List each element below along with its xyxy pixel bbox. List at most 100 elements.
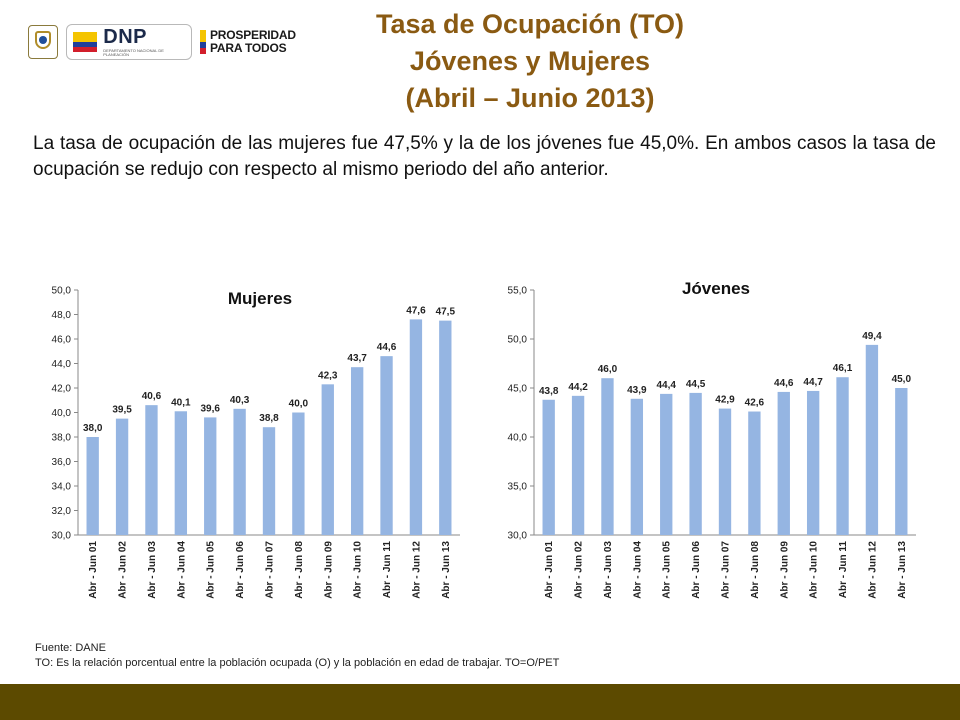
mujeres-data-label: 47,6 — [406, 305, 426, 316]
mujeres-y-tick-label: 40,0 — [52, 408, 72, 419]
prosperidad-logo-line-2: PARA TODOS — [210, 41, 287, 55]
jovenes-bar — [601, 378, 614, 535]
mujeres-data-label: 39,5 — [112, 405, 132, 416]
jovenes-y-tick-label: 40,0 — [508, 433, 528, 444]
jovenes-category-label: Abr - Jun 05 — [662, 541, 673, 599]
dnp-logo: DNP DEPARTAMENTO NACIONAL DE PLANEACIÓN — [66, 24, 192, 60]
jovenes-bar — [895, 388, 908, 535]
jovenes-bar — [748, 411, 761, 535]
jovenes-category-label: Abr - Jun 13 — [897, 541, 908, 599]
coat-of-arms-icon — [28, 25, 58, 59]
mujeres-category-label: Abr - Jun 08 — [294, 541, 305, 599]
mujeres-category-label: Abr - Jun 12 — [411, 541, 422, 599]
jovenes-data-label: 42,9 — [715, 395, 735, 406]
mujeres-bar — [145, 405, 158, 535]
mujeres-category-label: Abr - Jun 02 — [118, 541, 129, 599]
mujeres-y-tick-label: 34,0 — [52, 482, 72, 493]
mujeres-category-label: Abr - Jun 09 — [323, 541, 334, 599]
mujeres-bar — [233, 408, 246, 535]
jovenes-bar — [660, 393, 673, 535]
mujeres-bar — [115, 418, 129, 535]
mujeres-bar — [350, 367, 364, 535]
mujeres-data-label: 42,3 — [318, 370, 338, 381]
intro-paragraph: La tasa de ocupación de las mujeres fue … — [33, 133, 936, 180]
mujeres-bar — [174, 411, 188, 535]
mujeres-chart-title: Mujeres — [228, 289, 292, 308]
jovenes-category-label: Abr - Jun 12 — [867, 541, 878, 599]
mujeres-y-tick-label: 50,0 — [52, 286, 72, 297]
jovenes-category-label: Abr - Jun 01 — [544, 541, 555, 599]
jovenes-bar — [777, 391, 790, 535]
mujeres-data-label: 40,1 — [171, 397, 191, 408]
jovenes-data-label: 46,0 — [598, 364, 618, 375]
mujeres-data-label: 47,5 — [436, 307, 456, 318]
jovenes-bar — [571, 395, 585, 535]
page-title-line-3: (Abril – Junio 2013) — [405, 83, 655, 113]
mujeres-category-label: Abr - Jun 11 — [382, 541, 393, 599]
page-title: Tasa de Ocupación (TO) Jóvenes y Mujeres… — [300, 6, 760, 117]
jovenes-data-label: 44,4 — [656, 380, 676, 391]
jovenes-data-label: 46,1 — [833, 363, 853, 374]
mujeres-data-label: 43,7 — [347, 353, 367, 364]
mujeres-y-tick-label: 30,0 — [52, 531, 72, 542]
jovenes-y-tick-label: 45,0 — [508, 384, 528, 395]
mujeres-data-label: 38,0 — [83, 423, 103, 434]
page-title-line-1: Tasa de Ocupación (TO) — [375, 9, 685, 39]
jovenes-data-label: 44,7 — [803, 377, 823, 388]
jovenes-y-tick-label: 55,0 — [508, 286, 528, 297]
jovenes-category-label: Abr - Jun 02 — [574, 541, 585, 599]
jovenes-bar — [718, 408, 732, 535]
jovenes-bar — [806, 390, 820, 535]
jovenes-category-label: Abr - Jun 07 — [721, 541, 732, 599]
jovenes-data-label: 42,6 — [745, 398, 765, 409]
mujeres-category-label: Abr - Jun 10 — [353, 541, 364, 599]
mujeres-y-tick-label: 38,0 — [52, 433, 72, 444]
jovenes-data-label: 43,8 — [539, 386, 559, 397]
jovenes-category-label: Abr - Jun 10 — [809, 541, 820, 599]
mujeres-data-label: 44,6 — [377, 342, 397, 353]
jovenes-category-label: Abr - Jun 08 — [750, 541, 761, 599]
jovenes-data-label: 44,2 — [568, 382, 588, 393]
bottom-band — [0, 684, 960, 720]
colombia-flag-icon — [73, 32, 98, 52]
jovenes-data-label: 49,4 — [862, 331, 882, 342]
jovenes-bar — [836, 377, 849, 535]
mujeres-y-tick-label: 44,0 — [52, 359, 72, 370]
jovenes-category-label: Abr - Jun 04 — [632, 541, 643, 599]
jovenes-chart-title: Jóvenes — [682, 279, 750, 298]
dnp-logo-subtext: DEPARTAMENTO NACIONAL DE PLANEACIÓN — [103, 48, 164, 57]
flag-stripe-icon — [200, 30, 206, 54]
jovenes-data-label: 44,6 — [774, 378, 794, 389]
mujeres-bar — [380, 356, 393, 535]
jovenes-data-label: 45,0 — [892, 374, 912, 385]
mujeres-category-label: Abr - Jun 03 — [147, 541, 158, 599]
mujeres-bar — [321, 384, 334, 535]
mujeres-bar — [204, 417, 217, 535]
jovenes-bar — [865, 344, 879, 535]
mujeres-category-label: Abr - Jun 07 — [265, 541, 276, 599]
mujeres-chart: Mujeres 30,0 32,0 34,0 36,0 38,0 40,0 42,0 44,0 4… — [52, 286, 460, 599]
mujeres-bar — [262, 427, 276, 535]
mujeres-data-label: 39,6 — [200, 403, 220, 414]
mujeres-bar — [439, 320, 452, 535]
definition-text: TO: Es la relación porcentual entre la p… — [35, 657, 560, 669]
mujeres-category-label: Abr - Jun 04 — [176, 541, 187, 599]
jovenes-chart: Jóvenes 30,0 35,0 40,0 45,0 50,0 55,0 43,8 Abr -… — [508, 279, 916, 599]
mujeres-category-label: Abr - Jun 06 — [235, 541, 246, 599]
footer-note: Fuente: DANE TO: Es la relación porcentu… — [35, 641, 559, 671]
jovenes-bar — [542, 399, 555, 535]
jovenes-category-label: Abr - Jun 06 — [691, 541, 702, 599]
jovenes-bar — [630, 398, 644, 535]
prosperidad-logo: PROSPERIDAD PARA TODOS — [200, 29, 296, 55]
mujeres-bar — [292, 412, 305, 535]
jovenes-bar — [689, 392, 702, 535]
mujeres-y-tick-label: 48,0 — [52, 310, 72, 321]
mujeres-data-label: 40,0 — [289, 399, 309, 410]
mujeres-data-label: 40,6 — [142, 391, 162, 402]
jovenes-y-tick-label: 30,0 — [508, 531, 528, 542]
mujeres-data-label: 40,3 — [230, 395, 250, 406]
mujeres-y-tick-label: 42,0 — [52, 384, 72, 395]
jovenes-data-label: 44,5 — [686, 379, 706, 390]
logo-group: DNP DEPARTAMENTO NACIONAL DE PLANEACIÓN … — [28, 20, 296, 64]
mujeres-bar — [86, 437, 99, 535]
